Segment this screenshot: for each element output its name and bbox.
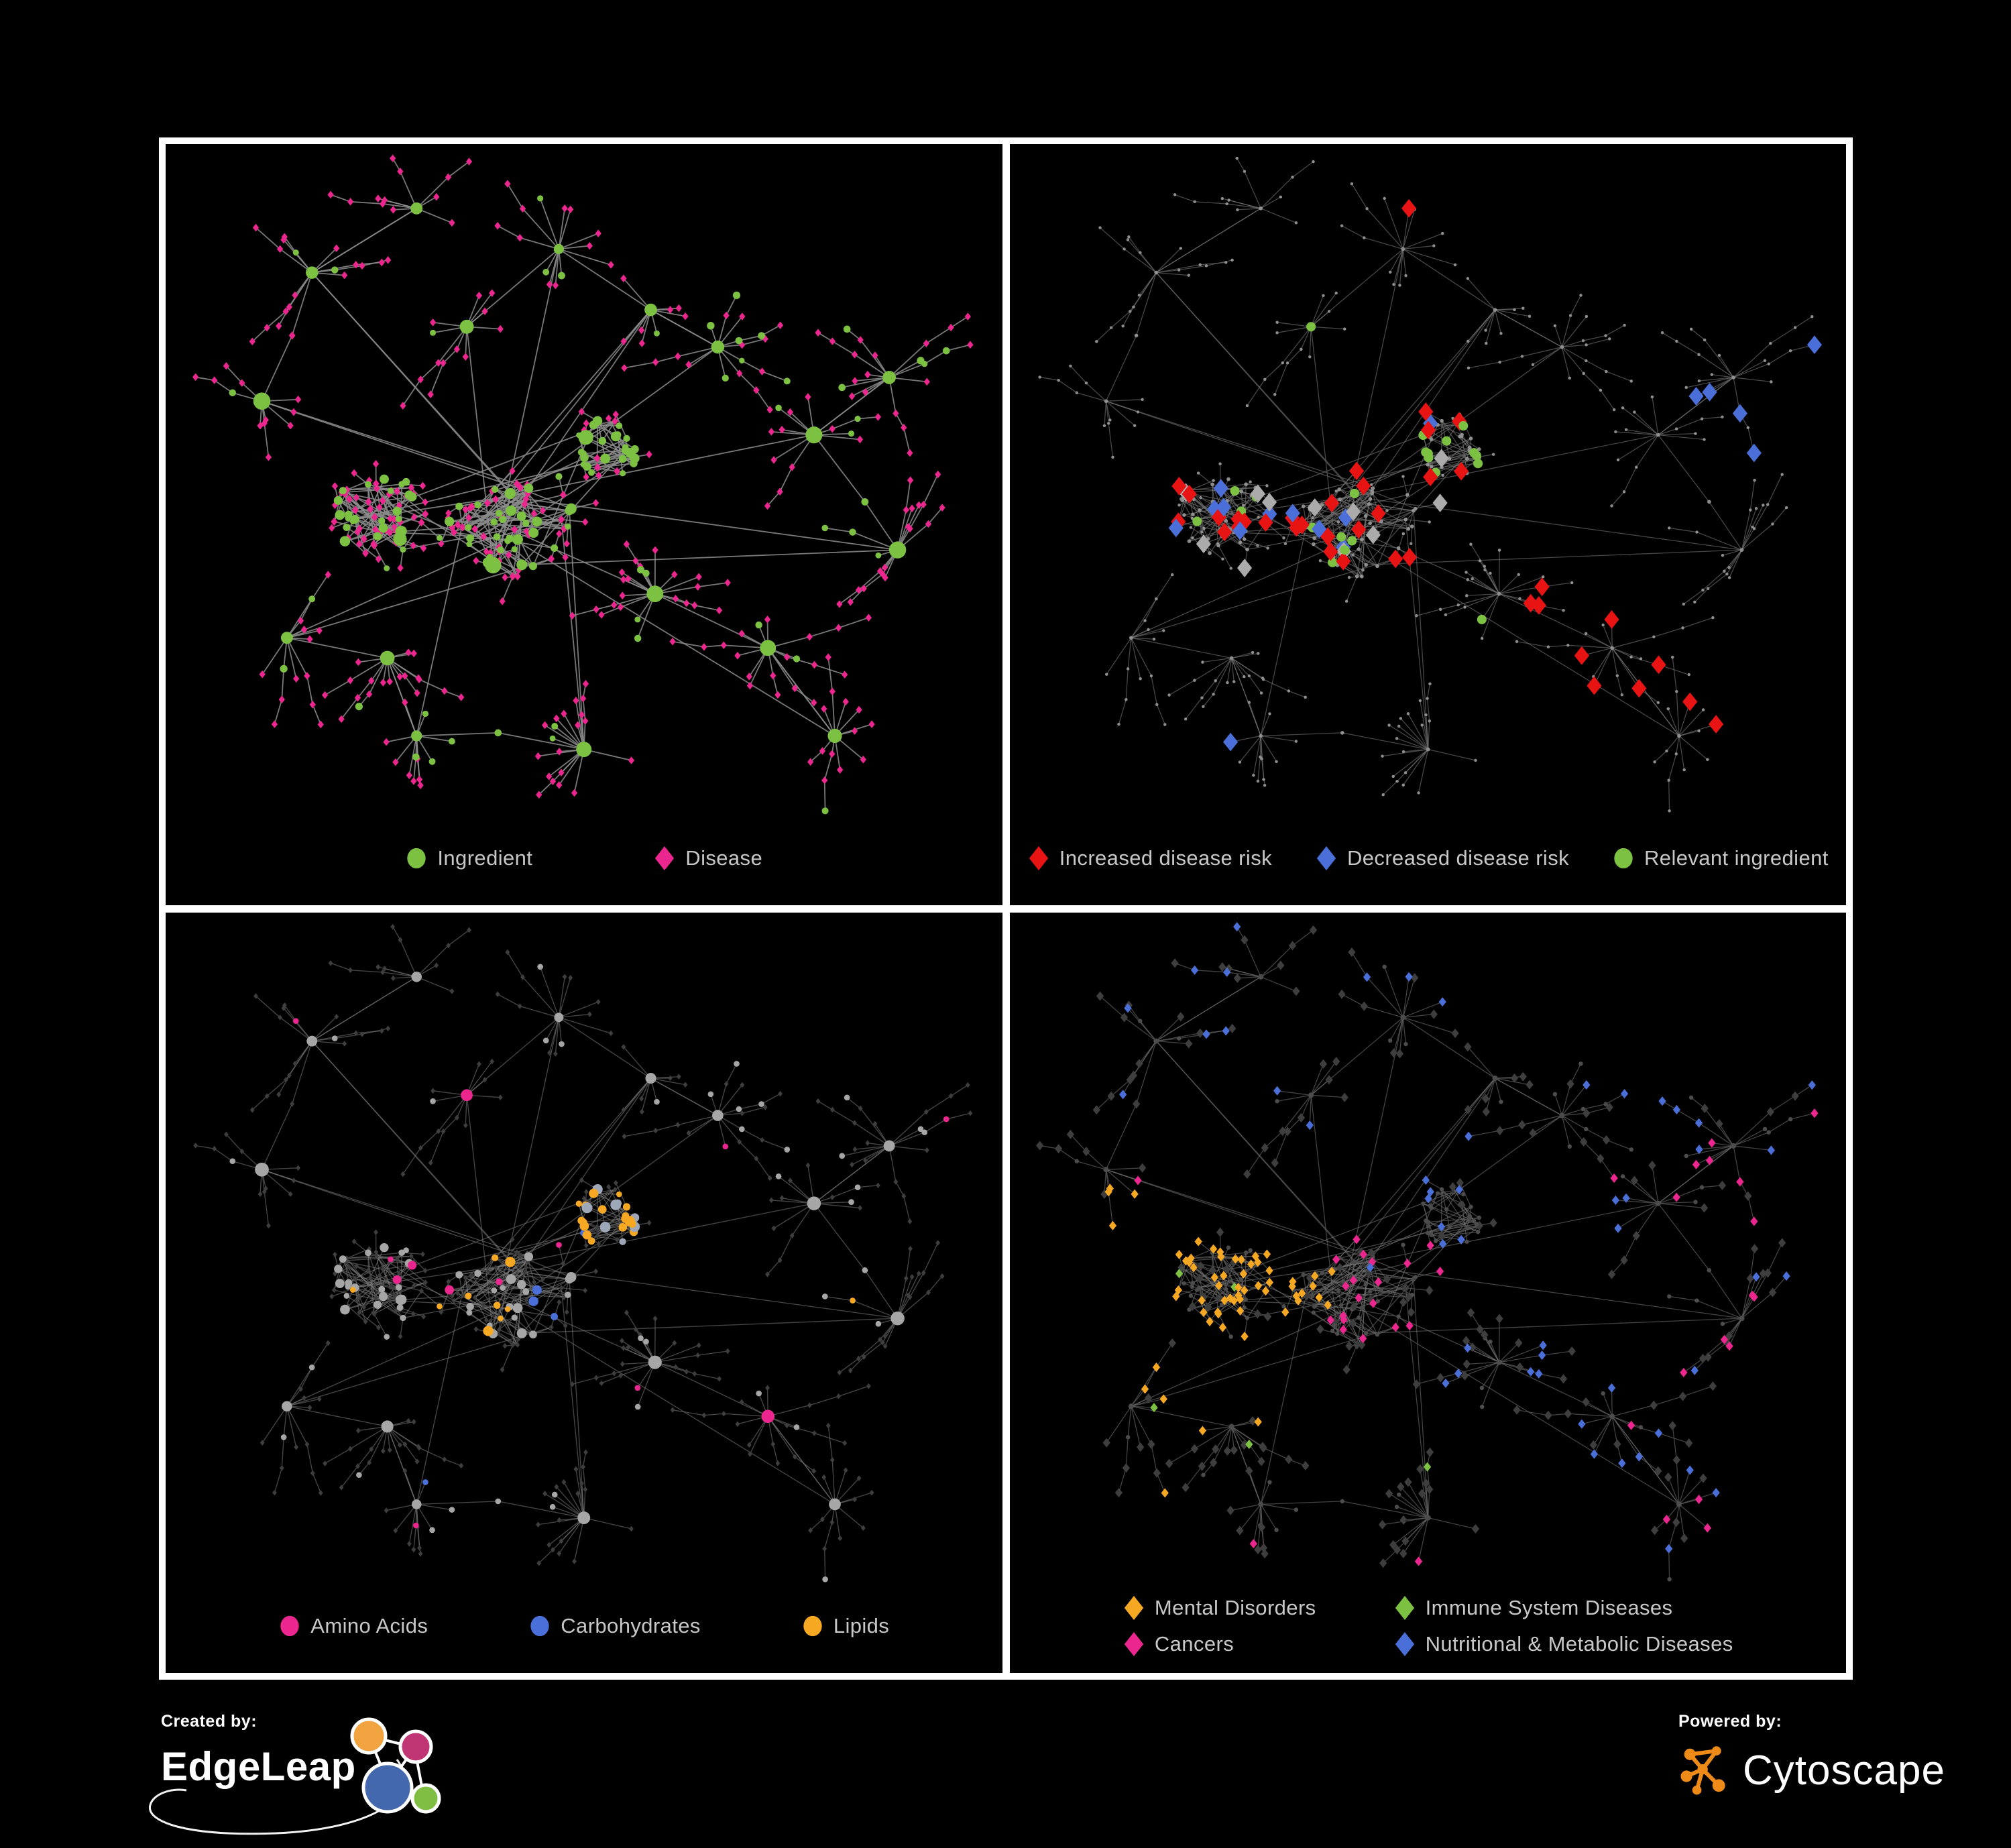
edgeleap-node-magenta xyxy=(400,1731,431,1762)
legend-label: Carbohydrates xyxy=(561,1614,701,1638)
legend-disease-groups: Mental Disorders Immune System Diseases Ca… xyxy=(1010,1589,1847,1673)
legend-label: Increased disease risk xyxy=(1059,846,1272,870)
panel-ingredient-disease: Ingredient Disease xyxy=(166,144,1002,905)
legend-label: Relevant ingredient xyxy=(1644,846,1829,870)
legend-item-lipids: Lipids xyxy=(801,1613,889,1639)
legend-pink-circle-icon xyxy=(278,1613,301,1639)
cytoscape-logo-icon xyxy=(1678,1735,1736,1805)
legend-blue-diamond-icon xyxy=(1393,1631,1416,1658)
panel-disease-groups: Mental Disorders Immune System Diseases Ca… xyxy=(1010,913,1847,1674)
legend-orange-diamond-icon xyxy=(1123,1595,1145,1621)
legend-green-diamond-icon xyxy=(1393,1595,1416,1621)
network-graph-disease-risk xyxy=(1010,144,1847,821)
legend-item-ingredient: Ingredient xyxy=(405,845,532,872)
panel-nutrient-classes: Amino Acids Carbohydrates Lipids xyxy=(166,913,1002,1674)
legend-item-disease: Disease xyxy=(653,845,762,872)
legend-item-carbohydrates: Carbohydrates xyxy=(528,1613,701,1639)
network-panels-grid: Ingredient Disease Increased disease risk… xyxy=(159,137,1853,1680)
legend-ingredient-disease: Ingredient Disease xyxy=(166,821,1002,905)
edgeleap-logo: EdgeLeap xyxy=(161,1734,476,1835)
legend-item-increased-disease-risk: Increased disease risk xyxy=(1027,845,1272,872)
legend-pink-diamond-icon xyxy=(1123,1631,1145,1658)
legend-label: Ingredient xyxy=(437,846,532,870)
edgeleap-node-orange xyxy=(352,1719,386,1753)
legend-label: Lipids xyxy=(834,1614,889,1638)
network-graph-nutrient-classes xyxy=(166,913,1002,1589)
powered-by-label: Powered by: xyxy=(1678,1712,1945,1731)
legend-red-diamond-icon xyxy=(1027,845,1050,872)
legend-blue-circle-icon xyxy=(528,1613,551,1639)
legend-label: Decreased disease risk xyxy=(1347,846,1569,870)
legend-blue-diamond-icon xyxy=(1315,845,1338,872)
network-graph-ingredient-disease xyxy=(166,144,1002,821)
edgeleap-node-green xyxy=(412,1785,439,1812)
legend-item-relevant-ingredient: Relevant ingredient xyxy=(1612,845,1829,872)
legend-label: Disease xyxy=(685,846,762,870)
legend-pink-diamond-icon xyxy=(653,845,676,872)
legend-disease-risk: Increased disease risk Decreased disease … xyxy=(1010,821,1847,905)
panel-disease-risk: Increased disease risk Decreased disease … xyxy=(1010,144,1847,905)
legend-green-circle-icon xyxy=(1612,845,1635,872)
legend-item-immune-system-diseases: Immune System Diseases xyxy=(1393,1595,1733,1621)
cytoscape-wordmark: Cytoscape xyxy=(1743,1747,1945,1794)
legend-label: Cancers xyxy=(1155,1632,1234,1656)
legend-item-amino-acids: Amino Acids xyxy=(278,1613,428,1639)
legend-label: Immune System Diseases xyxy=(1426,1596,1673,1620)
edgeleap-network-icon xyxy=(327,1706,451,1830)
powered-by-block: Powered by: Cytoscape xyxy=(1678,1712,1945,1805)
created-by-block: Created by: EdgeLeap xyxy=(161,1712,476,1835)
footer: Created by: EdgeLeap Powered xyxy=(0,1680,2011,1815)
legend-label: Nutritional & Metabolic Diseases xyxy=(1426,1632,1733,1656)
legend-green-circle-icon xyxy=(405,845,428,872)
legend-label: Mental Disorders xyxy=(1155,1596,1316,1620)
legend-item-nutritional-metabolic-diseases: Nutritional & Metabolic Diseases xyxy=(1393,1631,1733,1658)
legend-item-cancers: Cancers xyxy=(1123,1631,1316,1658)
edgeleap-node-blue xyxy=(363,1764,412,1812)
network-graph-disease-groups xyxy=(1010,913,1847,1589)
legend-label: Amino Acids xyxy=(310,1614,428,1638)
legend-item-mental-disorders: Mental Disorders xyxy=(1123,1595,1316,1621)
legend-orange-circle-icon xyxy=(801,1613,824,1639)
legend-item-decreased-disease-risk: Decreased disease risk xyxy=(1315,845,1569,872)
legend-nutrient-classes: Amino Acids Carbohydrates Lipids xyxy=(166,1589,1002,1673)
